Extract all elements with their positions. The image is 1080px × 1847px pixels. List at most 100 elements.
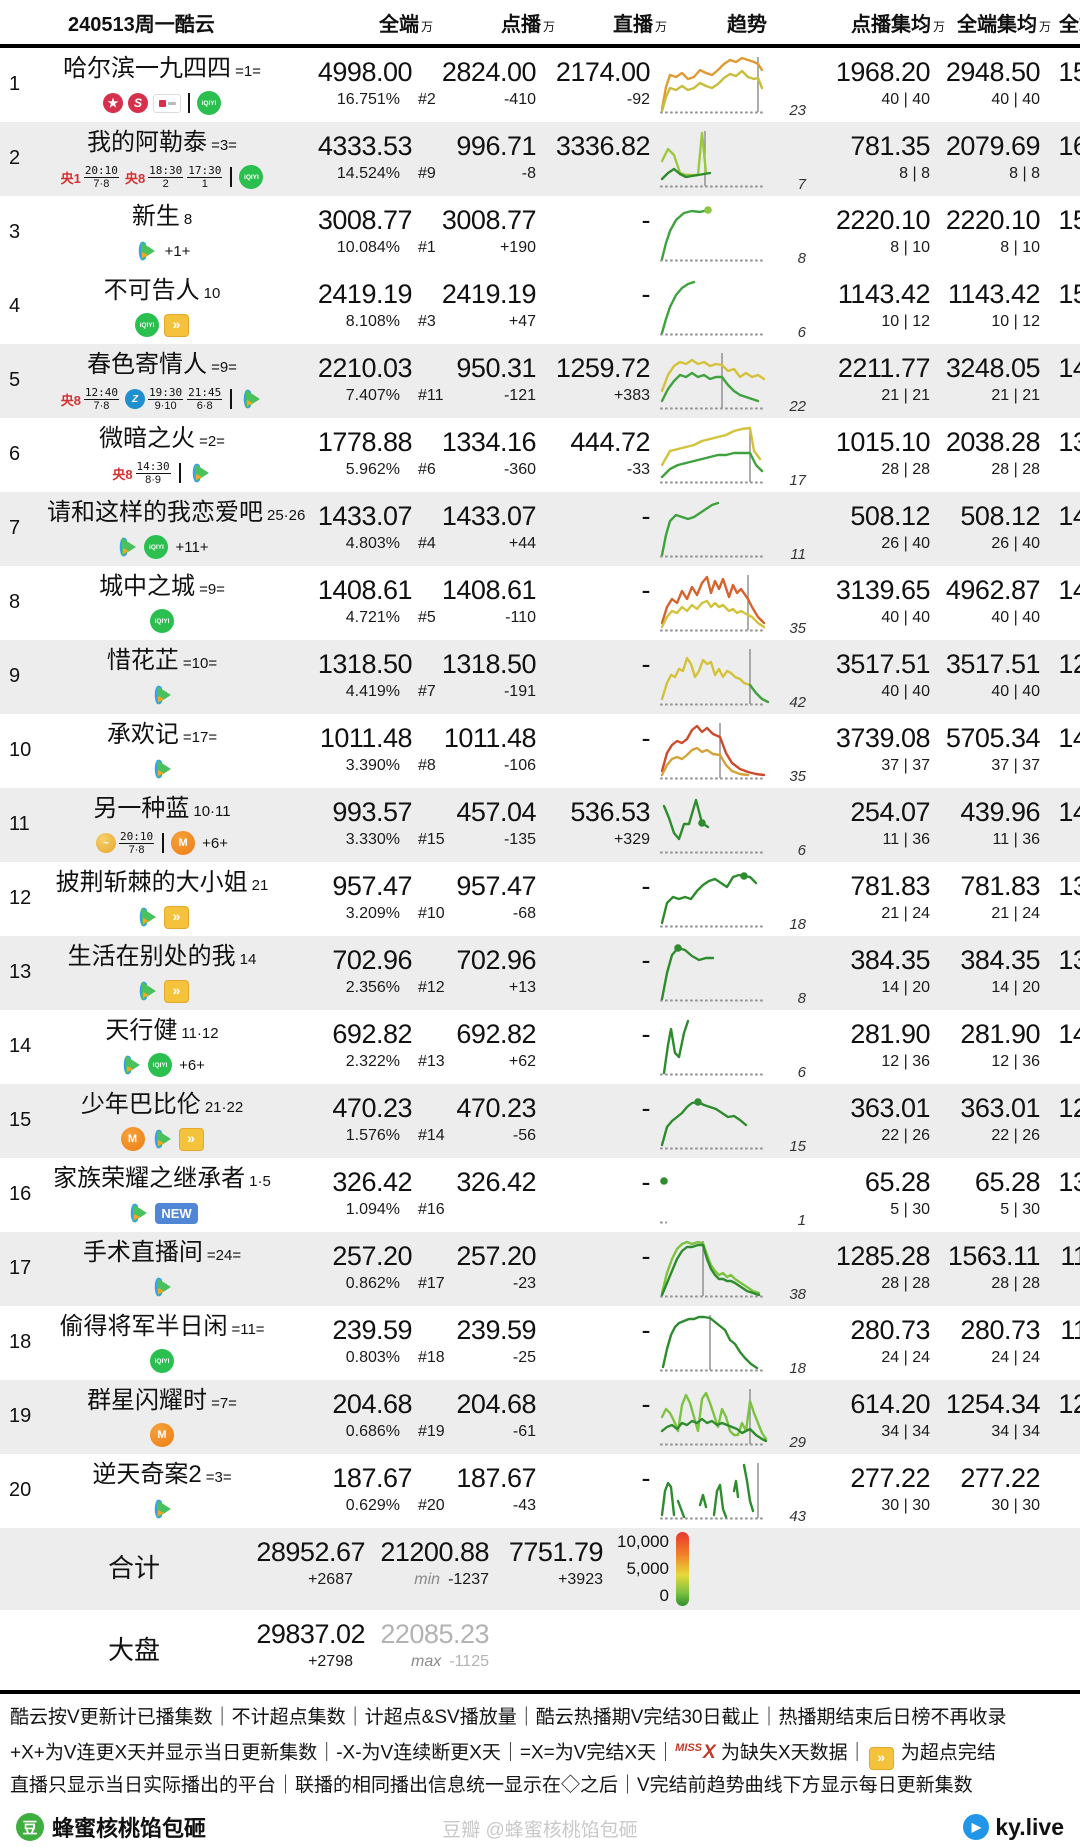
rank-number: 5	[9, 369, 21, 391]
heat-color-legend: 10,000 5,000 0	[609, 1528, 761, 1610]
live-value: -	[641, 871, 651, 901]
vod-change: -23	[512, 1275, 536, 1292]
episode-status-note: 25·26	[267, 507, 306, 524]
live-cell: -	[542, 1084, 656, 1158]
all-avg-episodes: 30 | 30	[991, 1497, 1040, 1514]
live-change: +329	[613, 831, 650, 848]
episode-status-note: =2=	[199, 433, 225, 450]
footnote-line: 酷云按V更新计已播集数｜不计超点集数｜计超点&SV播放量｜酷云热播期V完结30日…	[10, 1707, 1007, 1728]
drama-title-cell: 偷得将军半日闲 =11= iQIYI	[47, 1306, 277, 1380]
all-platform-share: 0.629%	[345, 1497, 400, 1514]
all-avg-cell: 4962.87 40 | 40	[942, 566, 1052, 640]
all-avg-episodes: 37 | 37	[991, 757, 1040, 774]
vod-value: 692.82	[456, 1019, 536, 1049]
vod-rank: #3	[418, 313, 436, 330]
trend-episode-count: 43	[789, 1508, 806, 1525]
episode-status-note: =17=	[182, 729, 218, 746]
channel-label: 央8	[124, 170, 146, 186]
header-col-vod: 点播万	[500, 13, 555, 36]
drama-title: 生活在别处的我	[67, 943, 236, 970]
heat-cell: 12963#15	[1052, 640, 1080, 714]
heat-rank: #8	[1052, 607, 1080, 629]
vod-avg-value: 1143.42	[837, 279, 931, 309]
tencent-video-icon	[154, 1129, 171, 1149]
vod-avg-value: 2211.77	[837, 353, 931, 383]
tencent-video-icon	[131, 1203, 148, 1223]
heat-cell: 15602#2	[1052, 270, 1080, 344]
trend-sparkline: 42	[656, 640, 808, 714]
heat-cell: -	[1052, 1454, 1080, 1528]
vod-avg-value: 614.20	[850, 1389, 930, 1419]
vod-avg-value: 3517.51	[835, 649, 931, 679]
all-avg-episodes: 24 | 24	[991, 1349, 1040, 1366]
heat-cell: 16026#1	[1052, 122, 1080, 196]
heat-rank: #9	[1052, 829, 1080, 851]
totals-row: 合计 28952.67 +2687 21200.88 min -1237 7751…	[0, 1528, 1080, 1610]
vod-avg-cell: 3739.08 37 | 37	[808, 714, 942, 788]
all-avg-cell: 1254.34 34 | 34	[942, 1380, 1052, 1454]
vod-avg-cell: 2220.10 8 | 10	[808, 196, 942, 270]
all-avg-cell: 280.73 24 | 24	[942, 1306, 1052, 1380]
heat-gradient-bar	[676, 1532, 689, 1606]
all-avg-cell: 2038.28 28 | 28	[942, 418, 1052, 492]
iqiyi-icon: iQIYI	[197, 91, 221, 115]
all-platform-value: 204.68	[332, 1389, 412, 1419]
table-row: 19 群星闪耀时 =7= M 204.68 0.686% 204.68 #19 -61-29 61…	[0, 1380, 1080, 1454]
trend-sparkline: 18	[656, 862, 808, 936]
all-avg-episodes: 10 | 12	[991, 313, 1040, 330]
source-credit: 豆 蜂蜜核桃馅包砸	[16, 1811, 206, 1843]
tencent-video-icon	[154, 1277, 171, 1297]
new-badge: NEW	[155, 1202, 198, 1224]
header-col-live: 直播万	[612, 13, 667, 36]
rank-number: 12	[9, 887, 32, 909]
play-icon: ▶	[963, 1814, 990, 1841]
vod-avg-episodes: 21 | 21	[881, 387, 930, 404]
all-platform-value: 326.42	[332, 1167, 412, 1197]
all-avg-episodes: 8 | 10	[1000, 239, 1040, 256]
trend-sparkline: 6	[656, 1010, 808, 1084]
all-platform-value: 1778.88	[317, 427, 413, 457]
all-platform-share: 4.721%	[345, 609, 400, 626]
vod-avg-value: 781.83	[850, 871, 930, 901]
trend-episode-count: 7	[797, 176, 806, 193]
vod-value: 702.96	[456, 945, 536, 975]
all-platform-share: 8.108%	[345, 313, 400, 330]
all-platform-value: 239.59	[332, 1315, 412, 1345]
all-platform-cell: 1778.88 5.962%	[277, 418, 418, 492]
all-platform-value: 2419.19	[317, 279, 413, 309]
trend-sparkline: 15	[656, 1084, 808, 1158]
vod-cell: 1433.07 #4 +44	[418, 492, 542, 566]
all-platform-value: 1433.07	[317, 501, 413, 531]
vod-avg-value: 277.22	[850, 1463, 930, 1493]
all-avg-cell: 65.28 5 | 30	[942, 1158, 1052, 1232]
all-platform-share: 2.322%	[345, 1053, 400, 1070]
drama-title: 手术直播间	[82, 1239, 203, 1266]
kylive-link[interactable]: ▶ ky.live	[963, 1814, 1064, 1841]
live-change: -92	[626, 91, 650, 108]
all-avg-value: 3517.51	[945, 649, 1041, 679]
watermark: 豆瓣 @蜂蜜核桃馅包砸	[442, 1820, 638, 1842]
all-platform-value: 4333.53	[317, 131, 413, 161]
all-avg-episodes: 8 | 8	[1009, 165, 1040, 182]
vod-avg-episodes: 12 | 36	[881, 1053, 930, 1070]
vod-avg-cell: 384.35 14 | 20	[808, 936, 942, 1010]
vod-avg-episodes: 40 | 40	[881, 683, 930, 700]
footnote-divider	[0, 1690, 1080, 1694]
broadcast-time-episodes: 18:30 2	[148, 163, 184, 190]
drama-title: 天行健	[105, 1017, 178, 1044]
vod-avg-cell: 3517.51 40 | 40	[808, 640, 942, 714]
all-avg-cell: 1143.42 10 | 12	[942, 270, 1052, 344]
all-platform-share: 5.962%	[345, 461, 400, 478]
live-value: 536.53	[570, 797, 650, 827]
vod-change: +44	[508, 535, 536, 552]
trend-episode-count: 6	[797, 842, 806, 859]
all-avg-episodes: 40 | 40	[991, 91, 1040, 108]
all-avg-cell: 2948.50 40 | 40	[942, 48, 1052, 122]
all-avg-episodes: 14 | 20	[991, 979, 1040, 996]
vod-value: 1011.48	[443, 723, 537, 753]
vod-avg-episodes: 28 | 28	[881, 1275, 930, 1292]
rank-number: 10	[9, 739, 32, 761]
all-avg-value: 2948.50	[945, 57, 1041, 87]
live-value: -	[641, 1167, 651, 1197]
